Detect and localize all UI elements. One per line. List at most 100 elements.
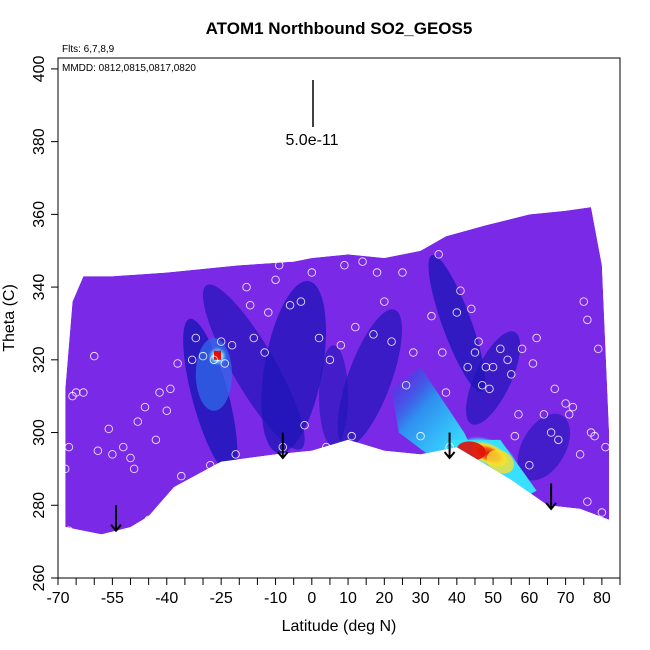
observation-point — [503, 355, 512, 365]
scale-bar: 5.0e-11 — [285, 80, 339, 149]
observation-point — [546, 428, 556, 437]
observation-point — [64, 526, 74, 535]
observation-point — [467, 304, 476, 314]
observation-point — [398, 268, 407, 277]
observation-point — [409, 348, 418, 357]
observation-point — [452, 308, 462, 317]
observation-point — [264, 308, 273, 317]
observation-point — [108, 450, 117, 459]
x-tick-label: -10 — [264, 590, 287, 607]
observation-point — [583, 497, 592, 506]
scale-bar-label: 5.0e-11 — [285, 132, 338, 149]
observation-point — [372, 268, 382, 277]
observation-point — [336, 341, 346, 350]
observation-point — [528, 359, 538, 368]
observation-point — [79, 388, 88, 397]
observation-point — [249, 333, 259, 343]
observation-point — [314, 333, 324, 343]
observation-point — [187, 355, 197, 365]
trough-far-right — [517, 413, 571, 481]
observation-point — [477, 381, 487, 390]
x-axis-label: Latitude (deg N) — [282, 618, 397, 635]
observation-point — [245, 301, 255, 310]
heatmap-field — [65, 207, 610, 535]
observation-point — [590, 431, 599, 441]
observation-point — [260, 348, 269, 357]
observation-point — [380, 297, 389, 306]
observation-point — [166, 384, 175, 394]
observation-point — [296, 297, 306, 306]
observation-point — [416, 431, 425, 441]
flights-note: Flts: 6,7,8,9 — [62, 44, 115, 55]
observation-point — [554, 435, 563, 445]
observation-point — [347, 431, 356, 441]
observation-point — [427, 311, 436, 321]
observation-point — [220, 359, 230, 368]
observation-point — [173, 359, 182, 368]
observation-point — [322, 442, 331, 452]
observation-point — [387, 337, 396, 346]
x-tick-label: 10 — [339, 590, 357, 607]
observation-point — [575, 450, 585, 459]
observation-point — [401, 381, 411, 390]
observation-point — [550, 384, 559, 394]
observation-points — [61, 250, 610, 535]
observation-point — [579, 297, 588, 306]
x-tick-label: -40 — [155, 590, 178, 607]
observation-point — [209, 355, 219, 365]
observation-point — [133, 417, 143, 426]
observation-point — [191, 333, 201, 343]
plume-mid — [391, 367, 479, 462]
observation-point — [285, 301, 295, 310]
observation-point — [593, 344, 603, 354]
y-tick-label: 380 — [31, 128, 48, 155]
observation-point — [64, 442, 74, 452]
observation-point — [307, 268, 317, 277]
left-feature-red — [213, 350, 222, 360]
observation-point — [126, 453, 135, 463]
observation-point — [369, 330, 378, 339]
observation-point — [564, 410, 574, 419]
observation-point — [532, 333, 541, 343]
observation-point — [104, 424, 114, 434]
observation-point — [140, 402, 150, 412]
observation-point — [434, 250, 443, 259]
observation-point — [510, 431, 520, 441]
observation-point — [506, 370, 516, 379]
x-tick-label: 60 — [520, 590, 538, 607]
observation-point — [525, 461, 534, 470]
trough-center — [261, 280, 327, 454]
observation-point — [325, 355, 335, 365]
x-tick-label: 50 — [484, 590, 502, 607]
y-tick-label: 280 — [31, 492, 48, 519]
observation-point — [358, 257, 367, 266]
y-tick-label: 400 — [31, 55, 48, 82]
observation-point — [488, 362, 498, 372]
observation-point — [514, 410, 523, 419]
y-axis: 260 280 300 320 340 360 380 400 — [31, 55, 58, 591]
arrow-marker — [545, 483, 557, 511]
x-tick-label: 40 — [448, 590, 466, 607]
y-tick-label: 320 — [31, 346, 48, 373]
observation-point — [274, 261, 284, 270]
observation-point — [151, 435, 161, 445]
observation-point — [441, 388, 451, 397]
observation-point — [470, 348, 480, 357]
observation-point — [601, 442, 610, 452]
observation-point — [597, 508, 607, 517]
trough-upper — [428, 254, 486, 392]
observation-point — [456, 286, 465, 295]
y-tick-label: 360 — [31, 201, 48, 228]
arrow-markers — [110, 432, 557, 533]
observation-point — [227, 341, 237, 350]
y-axis-label: Theta (C) — [1, 284, 18, 352]
x-tick-label: 30 — [412, 590, 430, 607]
observation-point — [242, 282, 251, 292]
x-tick-label: -55 — [101, 590, 124, 607]
trough-right — [337, 309, 403, 447]
observation-point — [561, 399, 570, 408]
observation-point — [485, 384, 494, 394]
dates-note: MMDD: 0812,0815,0817,0820 — [62, 63, 196, 74]
arrow-marker — [110, 505, 122, 533]
